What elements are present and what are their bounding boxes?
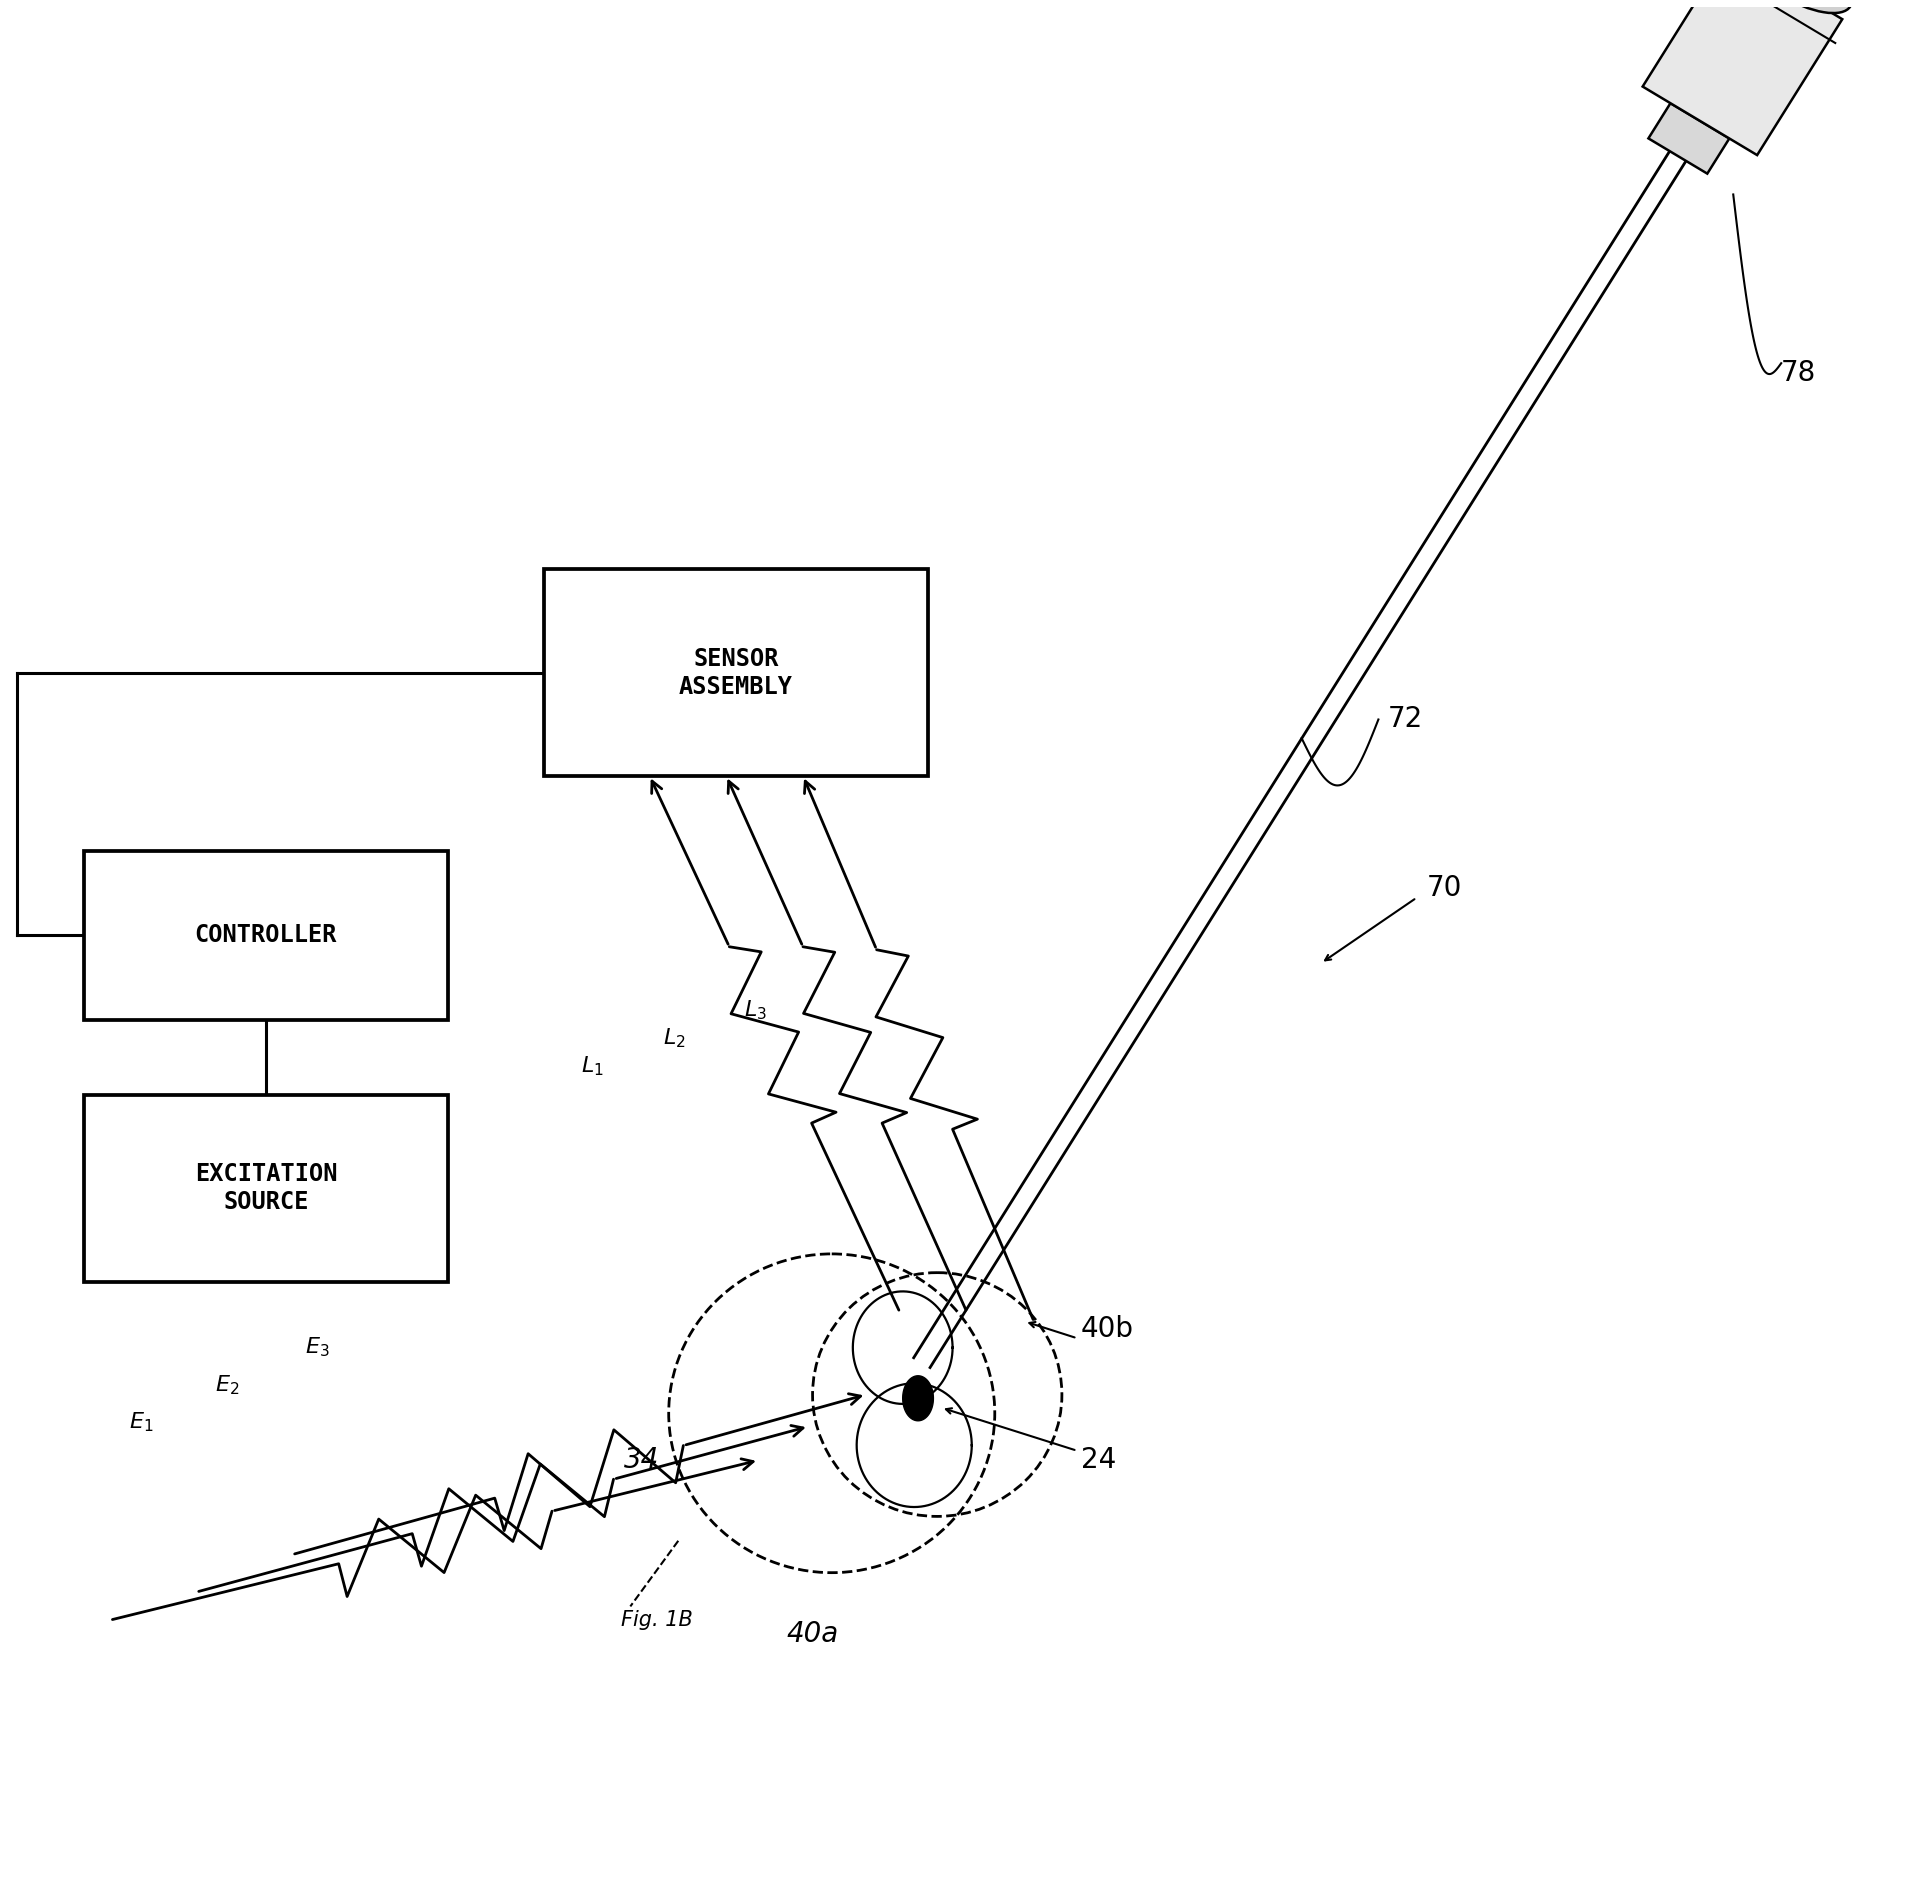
Text: 34: 34 xyxy=(624,1447,659,1473)
Text: $E_3$: $E_3$ xyxy=(305,1336,330,1360)
Bar xyxy=(545,569,927,776)
Text: $L_1$: $L_1$ xyxy=(582,1054,603,1079)
Text: $L_2$: $L_2$ xyxy=(663,1026,686,1050)
Bar xyxy=(83,1094,448,1283)
Text: 72: 72 xyxy=(1387,705,1424,733)
Bar xyxy=(83,850,448,1020)
Text: $L_3$: $L_3$ xyxy=(744,997,767,1022)
Text: 40a: 40a xyxy=(786,1619,838,1647)
Polygon shape xyxy=(1648,104,1729,174)
Text: 24: 24 xyxy=(1082,1447,1117,1473)
Text: $E_2$: $E_2$ xyxy=(214,1373,240,1398)
Text: CONTROLLER: CONTROLLER xyxy=(195,924,338,946)
Text: SENSOR
ASSEMBLY: SENSOR ASSEMBLY xyxy=(678,646,792,699)
Polygon shape xyxy=(1642,0,1843,155)
Text: 78: 78 xyxy=(1781,359,1816,387)
Ellipse shape xyxy=(1735,0,1853,13)
Text: EXCITATION
SOURCE: EXCITATION SOURCE xyxy=(195,1162,338,1215)
Text: $E_1$: $E_1$ xyxy=(129,1411,153,1434)
Polygon shape xyxy=(902,1375,933,1421)
Text: 70: 70 xyxy=(1426,875,1463,903)
Text: Fig. 1B: Fig. 1B xyxy=(620,1609,692,1630)
Text: 40b: 40b xyxy=(1082,1315,1134,1343)
